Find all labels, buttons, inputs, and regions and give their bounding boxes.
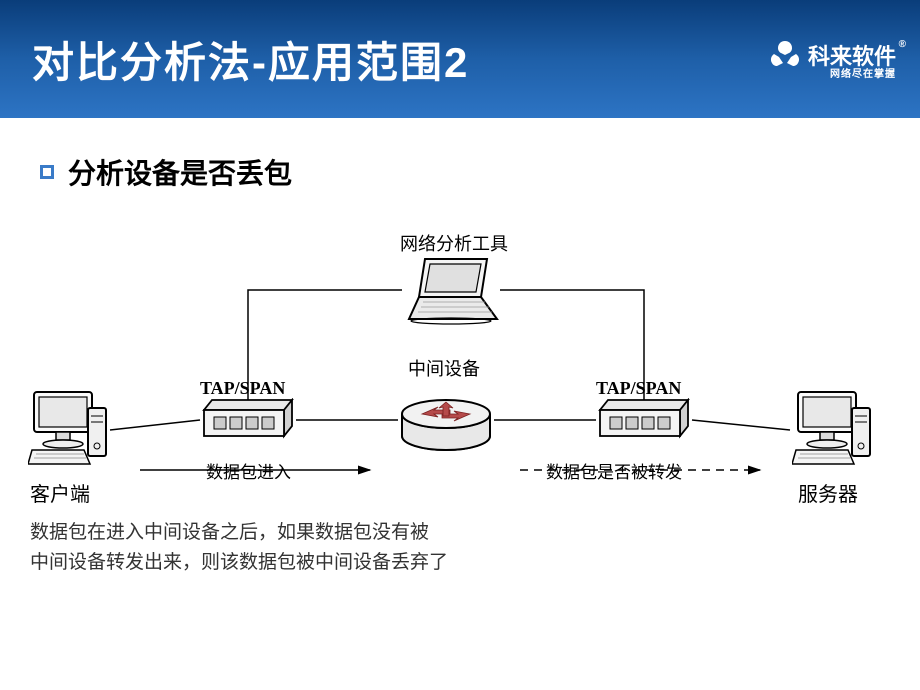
bullet-item: 分析设备是否丢包	[40, 152, 880, 192]
laptop-icon	[405, 255, 501, 332]
label-client: 客户端	[30, 478, 90, 507]
description-line1: 数据包在进入中间设备之后，如果数据包没有被	[30, 518, 448, 548]
client-pc-icon	[28, 388, 110, 479]
description-text: 数据包在进入中间设备之后，如果数据包没有被 中间设备转发出来，则该数据包被中间设…	[30, 518, 448, 579]
router-icon	[398, 384, 494, 459]
description-line2: 中间设备转发出来，则该数据包被中间设备丢弃了	[30, 548, 448, 578]
label-flow-in: 数据包进入	[206, 458, 291, 483]
logo-subtitle: 网络尽在掌握	[830, 65, 896, 80]
label-flow-fwd: 数据包是否被转发	[546, 458, 682, 483]
switch2-icon	[596, 398, 692, 449]
brand-logo: 科来软件 ® 网络尽在掌握	[768, 38, 896, 72]
label-tap1: TAP/SPAN	[200, 378, 285, 399]
slide-header: 对比分析法-应用范围2 科来软件 ® 网络尽在掌握	[0, 0, 920, 118]
label-tap2: TAP/SPAN	[596, 378, 681, 399]
label-server: 服务器	[798, 478, 858, 507]
label-analyzer: 网络分析工具	[400, 230, 508, 256]
label-middle: 中间设备	[408, 355, 480, 381]
bullet-marker-icon	[40, 165, 54, 179]
logo-text: 科来软件 ® 网络尽在掌握	[808, 39, 896, 71]
bullet-text: 分析设备是否丢包	[68, 152, 292, 192]
server-pc-icon	[792, 388, 874, 479]
registered-icon: ®	[899, 39, 906, 50]
slide-title: 对比分析法-应用范围2	[32, 29, 469, 90]
logo-icon	[768, 38, 802, 72]
switch1-icon	[200, 398, 296, 449]
content-area: 分析设备是否丢包	[0, 118, 920, 192]
